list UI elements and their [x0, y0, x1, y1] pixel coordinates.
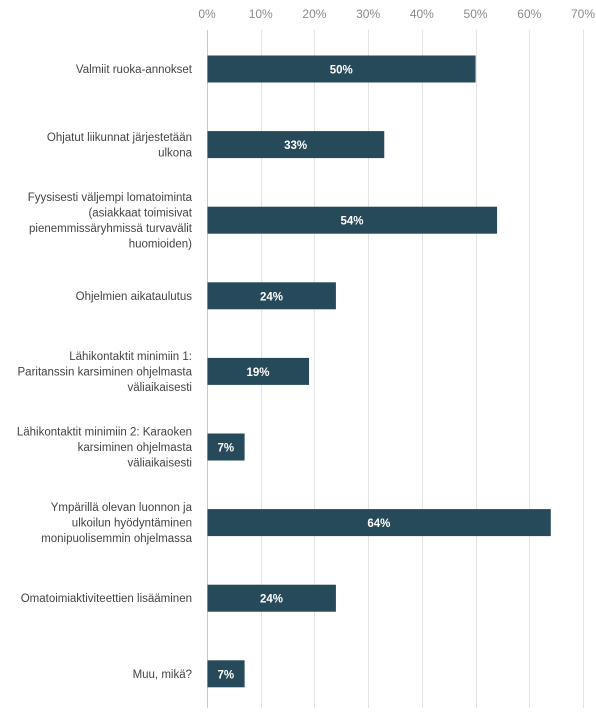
bar — [207, 433, 245, 461]
bar — [207, 206, 498, 234]
x-tick-label: 50% — [464, 7, 488, 21]
category-label: Valmiit ruoka-annokset — [76, 64, 193, 76]
x-tick-label: 20% — [302, 7, 326, 21]
x-axis-ticks: 0% 10% 20% 30% 40% 50% 60% 70% — [198, 7, 595, 21]
category-label: Lähikontaktit minimiin 1: Paritanssin kar… — [18, 351, 193, 394]
x-tick-label: 40% — [410, 7, 434, 21]
data-label: 19% — [247, 367, 270, 379]
x-tick-label: 10% — [249, 7, 273, 21]
data-label: 64% — [367, 518, 390, 530]
category-label: Lähikontaktit minimiin 2: Karaoken karsim… — [17, 427, 193, 470]
x-tick-label: 60% — [517, 7, 541, 21]
bar — [207, 55, 476, 83]
bar — [207, 509, 551, 537]
category-label: Ohjelmien aikataulutus — [76, 291, 193, 303]
value-labels: 50% 33% 54% 24% 19% 7% 64% 24% 7% — [217, 65, 390, 682]
bar — [207, 660, 245, 688]
bar — [207, 282, 336, 310]
bar — [207, 131, 385, 159]
data-label: 7% — [217, 443, 234, 455]
data-label: 33% — [284, 140, 307, 152]
category-label: Fyysisesti väljempi lomatoiminta (asiakka… — [28, 192, 193, 251]
bars — [207, 55, 551, 688]
bar — [207, 357, 310, 385]
category-labels: Valmiit ruoka-annokset Ohjatut liikunnat … — [17, 64, 193, 681]
category-label: Ympärillä olevan luonnon ja ulkoilun hyöd… — [41, 502, 192, 545]
category-label: Ohjatut liikunnat järjestetään ulkona — [47, 132, 193, 160]
data-label: 50% — [330, 65, 353, 77]
category-label: Omatoimiaktiviteettien lisääminen — [21, 593, 192, 605]
data-label: 24% — [260, 594, 283, 606]
x-tick-label: 0% — [198, 7, 216, 21]
data-label: 54% — [341, 216, 364, 228]
data-label: 7% — [217, 669, 234, 681]
x-tick-label: 70% — [571, 7, 595, 21]
category-label: Muu, mikä? — [133, 669, 192, 681]
x-tick-label: 30% — [356, 7, 380, 21]
data-label: 24% — [260, 291, 283, 303]
bar — [207, 584, 336, 612]
